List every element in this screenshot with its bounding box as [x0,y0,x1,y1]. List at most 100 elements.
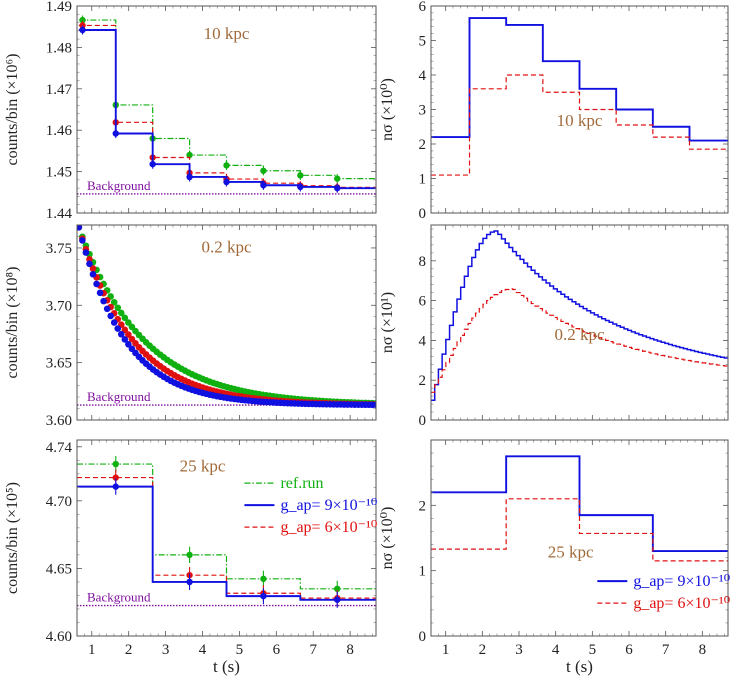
series-line-green [77,463,376,590]
panel-annotation: 25 kpc [180,456,226,475]
data-point [121,336,129,343]
panel-annotation: 0.2 kpc [201,237,252,256]
data-point [114,325,122,332]
data-point [93,280,100,288]
data-point [260,182,267,189]
legend-label: g_ap= 9×10⁻¹⁰ [280,497,377,514]
x-tick-label: 6 [273,642,281,658]
legend-label: g_ap= 6×10⁻¹⁰ [280,519,377,536]
panel-annotation: 10 kpc [204,24,250,43]
plot-frame [430,224,729,421]
legend-label: ref.run [280,475,323,492]
y-tick-label: 0 [419,629,427,645]
data-point [86,260,93,268]
legend: g_ap= 9×10⁻¹⁰ g_ap= 6×10⁻¹⁰ [597,573,730,612]
y-tick-label: 4.65 [46,561,72,577]
y-tick-label: 1.46 [46,123,73,139]
data-point [186,578,193,586]
y-tick-label: 2 [419,373,427,389]
panel-counts-10kpc: 1.44 1.45 1.46 1.47 1.48 1.49 counts/bin (×10⁶… [4,0,377,222]
y-tick-label: 1.47 [46,82,73,98]
data-point [112,474,119,481]
x-tick-label: 4 [199,642,207,658]
y-tick-label: 6 [419,0,427,15]
data-point [79,26,86,34]
plot-area [77,225,376,409]
data-point [260,592,267,600]
x-tick-label: 7 [662,642,670,658]
y-tick-label: 2 [419,498,427,514]
x-tick-label: 6 [625,642,633,658]
y-tick-label: 3.65 [46,356,72,372]
plot-frame [76,5,377,214]
data-point [112,483,119,490]
panel-annotation: 0.2 kpc [554,325,605,344]
background-label: Background [87,590,151,605]
data-point [297,172,304,179]
data-point [334,596,341,603]
y-tick-label: 4.74 [46,440,73,456]
x-axis-label-left: t (s) [213,657,240,676]
plot-area [77,455,376,608]
y-tick-label: 8 [419,254,427,270]
y-tick-label: 1.48 [46,40,72,56]
plot-frame [430,439,729,637]
data-point [79,16,86,24]
data-point [121,314,129,322]
data-point [149,160,156,168]
x-tick-label: 7 [309,642,317,658]
y-tick-label: 4.60 [46,629,72,645]
data-point [186,151,193,159]
data-point [297,183,304,191]
plot-frame [76,439,377,637]
y-tick-label: 4 [419,333,427,349]
y-tick-label: 4 [419,68,427,84]
x-tick-label: 3 [162,642,170,658]
panel-nsigma-10kpc: 0 1 2 3 4 5 6 nσ (×10⁰) 10 kpc [379,0,729,222]
data-point [96,289,104,297]
data-point [125,331,132,338]
data-point [334,175,341,182]
y-tick-label: 3 [419,103,427,119]
y-axis-label: counts/bin (×10⁵) [4,482,21,594]
y-axis-label: counts/bin (×10⁸) [4,267,21,379]
data-point [125,341,132,348]
series-line-red [431,288,728,393]
background-label: Background [87,178,151,193]
x-tick-label: 8 [346,642,354,658]
x-tick-label: 4 [552,642,560,658]
plot-frame [76,224,377,421]
legend-label: g_ap= 6×10⁻¹⁰ [633,595,730,612]
data-point [186,173,193,181]
plot-area [431,455,728,562]
data-point [117,309,125,317]
plot-area [431,17,728,176]
series-line-red [431,74,728,176]
series-line-blue [77,485,376,601]
y-tick-label: 1 [419,564,427,580]
x-tick-label: 2 [479,642,487,658]
series-line-green [78,19,376,180]
data-point [82,249,90,256]
series-line-red [77,476,376,599]
x-tick-label: 1 [88,642,96,658]
data-point [260,575,267,583]
y-tick-label: 6 [419,294,427,310]
y-tick-label: 1.44 [46,206,73,222]
y-tick-label: 1.45 [46,165,72,181]
data-point [223,178,230,186]
data-point [107,312,114,320]
x-tick-label: 5 [589,642,597,658]
y-tick-label: 3.60 [46,413,72,429]
data-point [121,326,129,334]
y-tick-label: 3.70 [46,298,72,314]
data-point [334,585,341,593]
data-point [86,255,93,263]
data-point [112,130,119,137]
data-point [114,304,122,312]
data-point [112,460,119,468]
panel-counts-25kpc: 1 2 3 4 5 6 7 8 4.60 4.65 4.70 4.74 counts/bin (×10⁵… [4,439,377,658]
y-tick-label: 5 [419,34,427,50]
